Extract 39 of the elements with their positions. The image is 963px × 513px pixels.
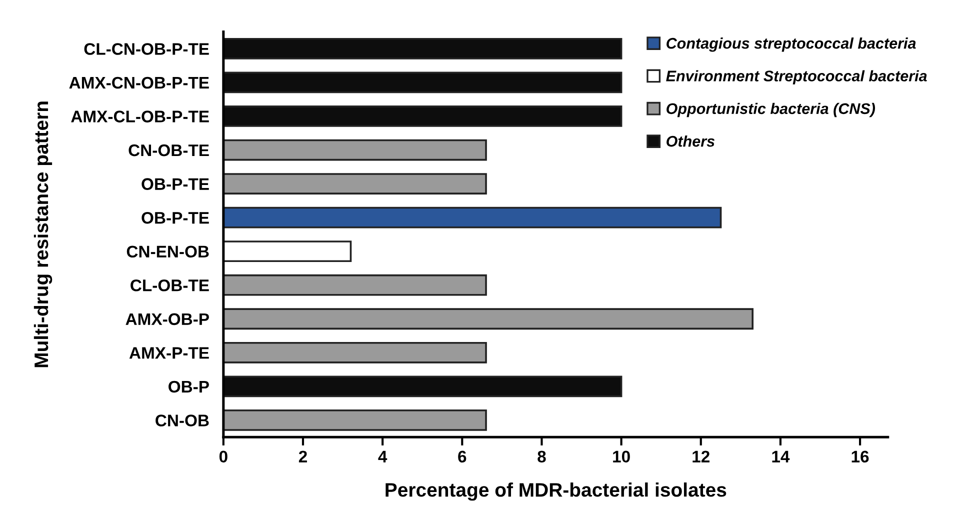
x-tick-label: 4 <box>378 450 388 462</box>
x-tick-label: 6 <box>458 450 466 463</box>
x-tick-label: 8 <box>538 450 546 463</box>
legend-label: Environment Streptococcal bacteria <box>666 70 927 84</box>
bar <box>223 38 622 60</box>
y-tick-label: AMX-CL-OB-P-TE <box>71 110 209 122</box>
bar <box>223 409 487 431</box>
bar <box>223 173 487 194</box>
bar <box>223 376 622 398</box>
bar <box>223 72 622 94</box>
y-tick-label: AMX-P-TE <box>129 347 209 359</box>
bar <box>223 308 754 330</box>
y-tick-label: OB-P-TE <box>142 178 209 190</box>
x-tick-label: 2 <box>298 450 307 462</box>
bar <box>223 206 722 228</box>
y-tick-label: CL-CN-OB-P-TE <box>84 43 209 55</box>
x-tick-label: 16 <box>852 450 869 463</box>
y-tick-label: CN-EN-OB <box>126 246 209 258</box>
x-tick-label: 14 <box>772 450 790 462</box>
bar <box>223 139 487 161</box>
legend-label: Opportunistic bacteria (CNS) <box>666 102 876 118</box>
y-tick-label: OB-P-TE <box>142 212 209 224</box>
y-tick-label: CN-OB-TE <box>128 144 209 156</box>
y-tick-label: CN-OB <box>156 414 209 426</box>
y-tick-label: CL-OB-TE <box>130 280 209 292</box>
bar <box>223 274 487 296</box>
legend-label: Contagious streptococcal bacteria <box>666 38 916 52</box>
y-tick-label: OB-P <box>168 380 209 393</box>
x-tick-label: 0 <box>219 450 228 463</box>
x-tick-label: 10 <box>613 450 630 463</box>
y-tick-label: AMX-CN-OB-P-TE <box>69 76 209 89</box>
bar <box>223 106 622 127</box>
bar <box>223 342 487 364</box>
bar <box>223 240 352 262</box>
legend-label: Others <box>666 136 715 147</box>
y-axis-title: Multi-drug resistance pattern <box>34 102 52 368</box>
y-tick-label: AMX-OB-P <box>126 313 209 326</box>
x-tick-label: 12 <box>692 450 710 462</box>
x-axis-title: Percentage of MDR-bacterial isolates <box>386 482 726 501</box>
